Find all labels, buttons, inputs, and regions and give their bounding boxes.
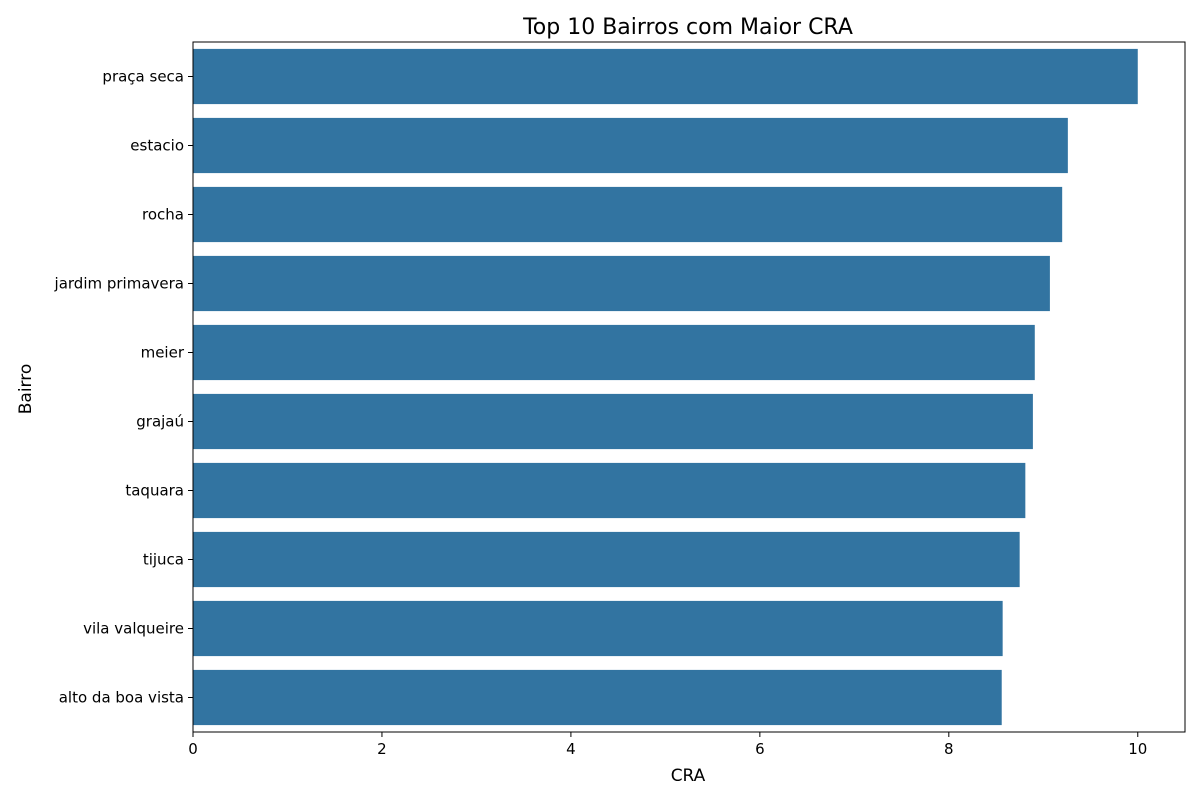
y-tick-label: meier xyxy=(141,344,185,362)
bar xyxy=(193,255,1050,312)
bar xyxy=(193,117,1068,174)
y-tick-label: vila valqueire xyxy=(83,620,184,638)
x-tick-label: 10 xyxy=(1128,740,1147,758)
bar xyxy=(193,669,1002,726)
bar xyxy=(193,186,1063,243)
y-tick-label: estacio xyxy=(130,137,184,155)
x-tick-label: 2 xyxy=(377,740,387,758)
bar xyxy=(193,324,1035,381)
y-tick-label: praça seca xyxy=(102,68,184,86)
bar xyxy=(193,393,1033,450)
y-tick-label: alto da boa vista xyxy=(59,689,184,707)
x-axis-label: CRA xyxy=(671,766,706,786)
x-tick-label: 6 xyxy=(755,740,765,758)
x-tick-label: 4 xyxy=(566,740,576,758)
y-tick-label: tijuca xyxy=(143,551,184,569)
y-axis-label: Bairro xyxy=(16,364,36,415)
bar xyxy=(193,48,1138,105)
y-axis-ticks: praça seca estacio rocha jardim primavera me… xyxy=(54,68,193,707)
y-tick-label: grajaú xyxy=(136,413,184,431)
y-tick-label: jardim primavera xyxy=(54,275,184,293)
plot-frame xyxy=(192,41,1186,733)
bar xyxy=(193,531,1020,588)
x-axis-ticks: 0 2 4 6 8 10 xyxy=(188,732,1147,758)
bars-group xyxy=(193,48,1138,726)
x-tick-label: 8 xyxy=(944,740,954,758)
chart-title: Top 10 Bairros com Maior CRA xyxy=(522,15,853,40)
x-tick-label: 0 xyxy=(188,740,198,758)
y-tick-label: taquara xyxy=(125,482,184,500)
y-tick-label: rocha xyxy=(142,206,184,224)
bar xyxy=(193,600,1003,657)
bar xyxy=(193,462,1026,519)
